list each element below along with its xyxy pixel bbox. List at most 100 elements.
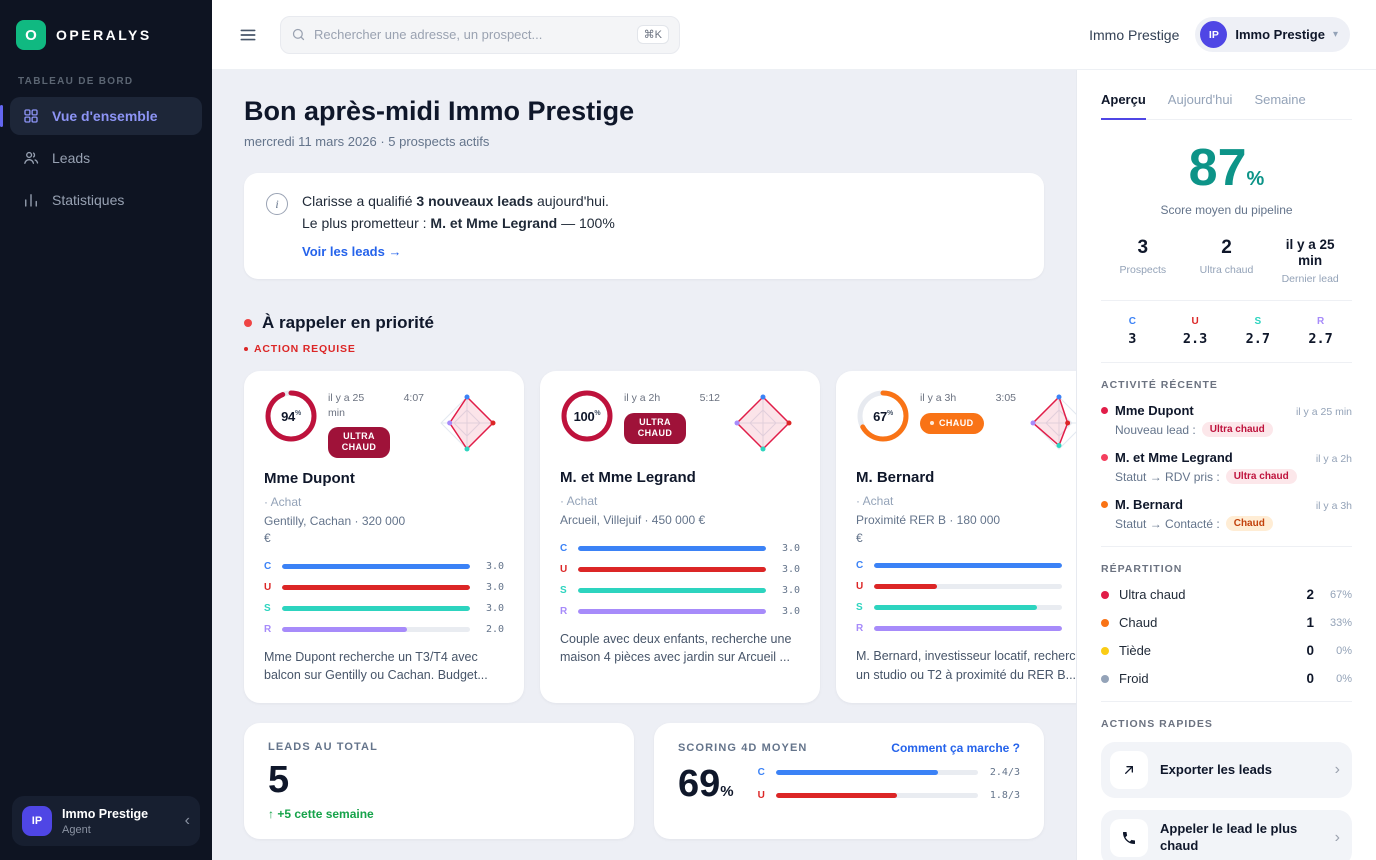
collapse-sidebar-icon[interactable]: ‹ bbox=[184, 812, 190, 829]
how-it-works-link[interactable]: Comment ça marche ? bbox=[891, 741, 1020, 756]
scoring-average-bars: C 2.4/3 U 1.8/3 bbox=[757, 767, 1020, 802]
activity-time: il y a 3h bbox=[1315, 500, 1352, 513]
brand-name: OPERALYS bbox=[56, 27, 152, 43]
summary-stats-row: LEADS AU TOTAL 5 ↑ +5 cette semaine SCOR… bbox=[244, 723, 1044, 840]
leads-total-value: 5 bbox=[268, 759, 290, 802]
phone-icon bbox=[1110, 819, 1148, 858]
lead-call-duration: 5:12 bbox=[699, 392, 720, 405]
score-ring-icon bbox=[857, 390, 909, 442]
lead-card[interactable]: 67% il y a 3h 3:05 CHAUD M. Bernard · Ac… bbox=[836, 371, 1076, 704]
score-ring-icon bbox=[561, 390, 613, 442]
activity-name: Mme Dupont bbox=[1115, 403, 1194, 419]
lead-status-badge: ULTRA CHAUD bbox=[624, 412, 686, 444]
priority-section-title: À rappeler en priorité bbox=[262, 313, 434, 333]
sidebar-item-leads[interactable]: Leads bbox=[10, 139, 202, 177]
radar-chart bbox=[440, 394, 496, 452]
sidebar-item-label: Statistiques bbox=[52, 192, 125, 208]
activity-item: M. Bernard il y a 3h Statut → Contacté :… bbox=[1101, 497, 1352, 532]
activity-time: il y a 25 min bbox=[1295, 406, 1352, 419]
pipeline-score: 87% Score moyen du pipeline bbox=[1101, 142, 1352, 217]
lead-summary: M. Bernard, investisseur locatif, recher… bbox=[856, 648, 1076, 682]
topbar: ⌘K Immo Prestige IP Immo Prestige ▾ bbox=[212, 0, 1376, 70]
user-name: Immo Prestige bbox=[62, 806, 149, 821]
avatar: IP bbox=[22, 806, 52, 836]
account-name: Immo Prestige bbox=[1235, 27, 1325, 42]
brand-logo: O OPERALYS bbox=[0, 0, 212, 68]
lead-call-duration: 4:07 bbox=[403, 392, 424, 405]
repartition-row: Tiède 0 0% bbox=[1101, 643, 1352, 658]
org-name: Immo Prestige bbox=[1089, 26, 1180, 43]
status-badge: Ultra chaud bbox=[1201, 422, 1273, 438]
view-leads-link[interactable]: Voir les leads → bbox=[302, 244, 402, 260]
tab-apercu[interactable]: Aperçu bbox=[1101, 86, 1146, 120]
radar-chart bbox=[734, 394, 792, 452]
kpi-label: Ultra chaud bbox=[1199, 263, 1254, 276]
status-dot bbox=[1101, 618, 1109, 627]
menu-icon[interactable] bbox=[238, 25, 258, 45]
kpi-prospects-value: 3 bbox=[1137, 237, 1149, 258]
page-title: Bon après-midi Immo Prestige bbox=[244, 96, 635, 126]
activity-item: Mme Dupont il y a 25 min Nouveau lead : … bbox=[1101, 403, 1352, 438]
grid-icon bbox=[24, 109, 38, 123]
priority-leads-row: 94% il y a 25 min 4:07 ULTRA CHAUD Mme D… bbox=[244, 371, 1076, 704]
sidebar-section-label: TABLEAU DE BORD bbox=[18, 76, 134, 87]
kpi-label: Prospects bbox=[1119, 263, 1167, 276]
user-role: Agent bbox=[62, 823, 91, 836]
sidebar-item-label: Leads bbox=[52, 150, 91, 166]
status-dot bbox=[1101, 590, 1109, 599]
export-icon bbox=[1110, 751, 1148, 790]
priority-dot bbox=[244, 319, 252, 328]
panel-kpis: 3 Prospects 2 Ultra chaud il y a 25 min … bbox=[1101, 237, 1352, 285]
sidebar-item-label: Vue d'ensemble bbox=[52, 108, 158, 124]
activity-item: M. et Mme Legrand il y a 2h Statut → RDV… bbox=[1101, 450, 1352, 485]
lead-summary: Couple avec deux enfants, recherche une … bbox=[560, 631, 792, 665]
lead-card[interactable]: 100% il y a 2h 5:12 ULTRA CHAUD M. et Mm… bbox=[540, 371, 820, 704]
repartition-row: Froid 0 0% bbox=[1101, 671, 1352, 686]
repartition-title: RÉPARTITION bbox=[1101, 563, 1183, 576]
account-menu[interactable]: IP Immo Prestige ▾ bbox=[1195, 17, 1350, 52]
tab-semaine[interactable]: Semaine bbox=[1254, 92, 1306, 107]
lead-type: · Achat bbox=[560, 494, 598, 509]
users-icon bbox=[24, 151, 39, 164]
repartition-row: Chaud 1 33% bbox=[1101, 615, 1352, 630]
recent-activity-title: ACTIVITÉ RÉCENTE bbox=[1101, 379, 1218, 392]
score-ring-icon bbox=[265, 390, 317, 442]
lead-time-ago: il y a 2h bbox=[624, 392, 661, 405]
lead-location: Proximité RER B · 180 000 € bbox=[856, 513, 1001, 545]
leads-total-delta: ↑ +5 cette semaine bbox=[268, 807, 374, 822]
chevron-right-icon: › bbox=[1334, 829, 1340, 847]
main-content: Bon après-midi Immo Prestige mercredi 11… bbox=[212, 70, 1076, 860]
lead-card[interactable]: 94% il y a 25 min 4:07 ULTRA CHAUD Mme D… bbox=[244, 371, 524, 704]
sidebar-user-card[interactable]: IP Immo Prestige Agent ‹ bbox=[12, 796, 200, 846]
sidebar-item-statistiques[interactable]: Statistiques bbox=[10, 181, 202, 219]
action-required-tag: ACTION REQUISE bbox=[244, 343, 1044, 355]
info-icon: i bbox=[266, 193, 288, 215]
stat-label: LEADS AU TOTAL bbox=[268, 741, 378, 754]
divider bbox=[1101, 362, 1352, 364]
lead-time-ago: il y a 3h bbox=[920, 392, 957, 405]
tab-aujourdhui[interactable]: Aujourd'hui bbox=[1167, 92, 1233, 107]
lead-location: Gentilly, Cachan · 320 000 € bbox=[264, 513, 406, 546]
search-input[interactable] bbox=[314, 27, 629, 42]
panel-tabs: Aperçu Aujourd'hui Semaine bbox=[1101, 86, 1352, 120]
status-dot bbox=[1101, 674, 1109, 683]
status-dot bbox=[1101, 407, 1108, 415]
export-leads-button[interactable]: Exporter les leads › bbox=[1101, 742, 1352, 799]
lead-type: · Achat bbox=[856, 494, 894, 509]
bar-chart-icon bbox=[25, 194, 37, 207]
lead-score-bars: C 3.0 U 3.0 S 3.0 R 3.0 bbox=[560, 542, 800, 617]
notice-line-2: Le plus prometteur : M. et Mme Legrand —… bbox=[302, 214, 615, 231]
lead-summary: Mme Dupont recherche un T3/T4 avec balco… bbox=[264, 649, 488, 683]
sidebar-item-vue-densemble[interactable]: Vue d'ensemble bbox=[0, 97, 202, 135]
lead-score-bars: C 3.0 U 3.0 S 3.0 R 2.0 bbox=[264, 560, 504, 635]
page-subtitle: mercredi 11 mars 2026 · 5 prospects acti… bbox=[244, 134, 490, 149]
status-dot bbox=[1101, 501, 1108, 509]
lead-time-ago: il y a 25 min bbox=[328, 392, 365, 419]
divider bbox=[1101, 701, 1352, 703]
search-bar: ⌘K bbox=[280, 15, 680, 54]
kpi-ultra-chaud-value: 2 bbox=[1221, 237, 1232, 258]
call-hottest-lead-button[interactable]: Appeler le lead le plus chaud › bbox=[1101, 810, 1352, 860]
status-badge: Ultra chaud bbox=[1225, 469, 1297, 485]
activity-name: M. et Mme Legrand bbox=[1115, 450, 1233, 466]
stat-label: SCORING 4D MOYEN bbox=[678, 742, 808, 755]
